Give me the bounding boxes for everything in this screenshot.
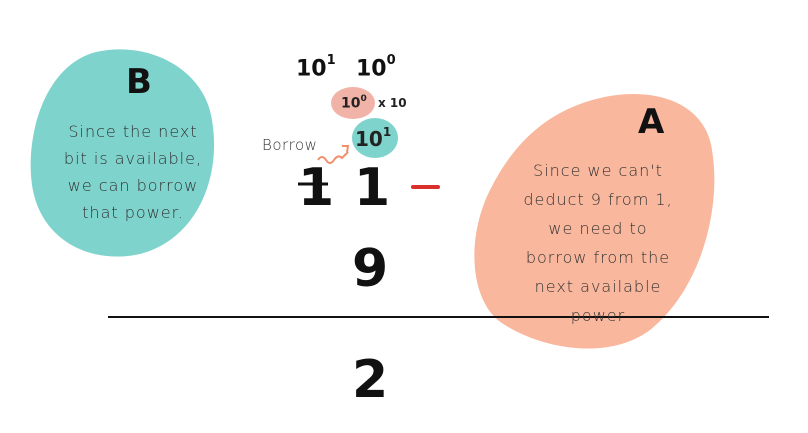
blob-b-line: Since the next [68,122,198,141]
blob-a-line: next available [534,277,662,296]
top-tens-digit: 1 [298,158,335,218]
bubble-large-shape [352,118,398,158]
blob-a-letter: A [638,102,665,142]
blob-a-note: Since we can't deduct 9 from 1, we need … [508,156,688,330]
blob-b-letter: B [126,62,152,102]
blob-a-line: borrow from the [525,248,671,267]
borrow-arrow-icon [317,151,349,164]
borrow-label: Borrow [262,136,318,154]
top-ones-digit: 1 [354,158,391,218]
bubble-small-multiplier: x 10 [378,96,407,110]
bubble-large-label: 101 [355,125,392,151]
result-ones-digit: 2 [352,350,389,410]
place-value-ones: 100 [356,53,396,82]
borrow-arrow-head [342,145,350,153]
place-value-tens: 101 [296,53,336,82]
blob-a-shape [474,93,715,349]
blob-a-line: we need to [548,219,648,238]
blob-b-line: we can borrow [67,176,199,195]
blob-a-line: deduct 9 from 1, [523,190,673,209]
blob-b-line: that power. [82,203,184,222]
blob-b-shape [30,49,215,257]
blob-a-line: power [570,306,626,325]
blob-b-line: bit is available, [63,149,203,168]
bubble-small-label: 100 [341,94,367,112]
bubble-small-shape [331,87,375,119]
blob-a-line: Since we can't [533,161,663,180]
blob-b-note: Since the next bit is available, we can … [48,118,218,226]
bottom-ones-digit: 9 [352,239,389,299]
